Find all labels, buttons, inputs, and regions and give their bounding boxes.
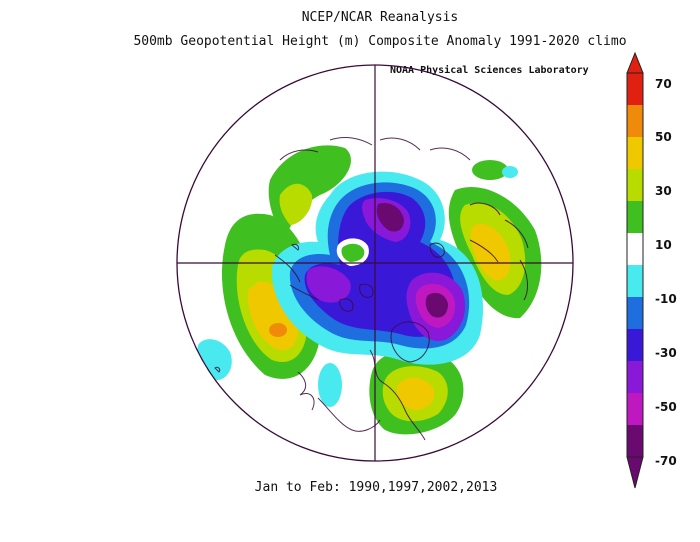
colorbar-cell: [627, 329, 643, 362]
colorbar-cell: [627, 393, 643, 426]
colorbar-cell: [627, 169, 643, 202]
colorbar-tick-70: 70: [655, 77, 672, 91]
credit-label: NOAA Physical Sciences Laboratory: [390, 65, 589, 76]
colorbar-cell: [627, 297, 643, 330]
colorbar-tick-neg50: -50: [655, 400, 677, 414]
colorbar-cell: [627, 137, 643, 170]
greenland-coast: [390, 321, 430, 363]
alaska-coast: [274, 254, 319, 301]
asia-coast: [279, 137, 471, 161]
positive-anomaly-east-asia: [448, 186, 542, 319]
polar-map: [176, 64, 574, 462]
europe-coast: [469, 202, 529, 301]
pacific-islands: [214, 243, 299, 373]
colorbar-top-arrow: [626, 51, 644, 74]
colorbar-tick-neg30: -30: [655, 346, 677, 360]
colorbar-tick-50: 50: [655, 130, 672, 144]
colorbar-cell: [627, 201, 643, 234]
colorbar-cell: [627, 425, 643, 458]
colorbar-tick-neg70: -70: [655, 454, 677, 468]
date-range-footer: Jan to Feb: 1990,1997,2002,2013: [254, 480, 498, 495]
colorbar-tick-30: 30: [655, 184, 672, 198]
positive-anomaly-atlantic: [369, 350, 464, 435]
colorbar-cell: [627, 105, 643, 138]
colorbar-cell: [627, 73, 643, 106]
chart-title: NCEP/NCAR Reanalysis: [301, 10, 459, 25]
north-america-coast: [297, 349, 426, 441]
negative-anomaly-western-asia: [306, 266, 351, 303]
negative-anomaly-europe-scandinavia: [406, 272, 466, 341]
colorbar-tick-10: 10: [655, 238, 672, 252]
colorbar-cell: [627, 361, 643, 394]
positive-anomaly-north-america: [268, 145, 351, 240]
arctic-islands: [339, 242, 445, 312]
chart-subtitle: 500mb Geopotential Height (m) Composite …: [133, 34, 627, 49]
colorbar-cell: [627, 233, 643, 266]
colorbar-tick-neg10: -10: [655, 292, 677, 306]
colorbar-cell: [627, 265, 643, 298]
coastlines: [214, 137, 529, 441]
anomaly-field: [197, 145, 542, 435]
